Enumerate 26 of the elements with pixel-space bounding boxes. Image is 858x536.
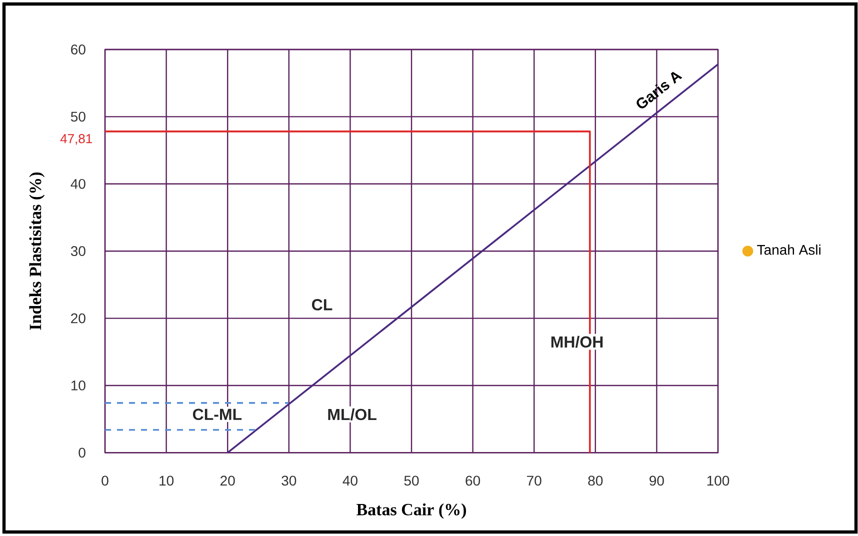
- x-tick-label: 100: [707, 476, 730, 486]
- annotation: CL-ML: [192, 408, 242, 420]
- y-axis-title: Indeks Plastisitas (%): [29, 172, 45, 330]
- y-tick-label: 30: [70, 246, 86, 256]
- x-axis-title: Batas Cair (%): [356, 503, 466, 519]
- y-tick-label: 50: [70, 112, 86, 122]
- x-tick-label: 50: [404, 476, 419, 486]
- annotation: ML/OL: [328, 408, 376, 420]
- y-tick-label: 60: [71, 44, 86, 54]
- x-tick-label: 20: [220, 476, 235, 486]
- annotation: MH/OH: [551, 336, 603, 348]
- annotation: 47,81: [60, 134, 92, 145]
- y-tick-label: 10: [71, 380, 86, 390]
- x-tick-label: 10: [160, 476, 174, 486]
- x-tick-label: 40: [342, 476, 358, 486]
- legend-label: Tanah Asli: [757, 244, 820, 255]
- x-tick-label: 60: [466, 476, 480, 486]
- y-tick-label: 40: [70, 178, 86, 189]
- x-tick-label: 0: [102, 476, 108, 486]
- x-tick-label: 90: [650, 476, 664, 486]
- annotation: CL: [312, 299, 332, 310]
- x-tick-label: 80: [588, 476, 603, 486]
- y-tick-label: 0: [78, 448, 86, 458]
- x-tick-label: 30: [282, 476, 296, 486]
- x-tick-label: 70: [527, 476, 542, 486]
- y-tick-label: 20: [71, 313, 86, 324]
